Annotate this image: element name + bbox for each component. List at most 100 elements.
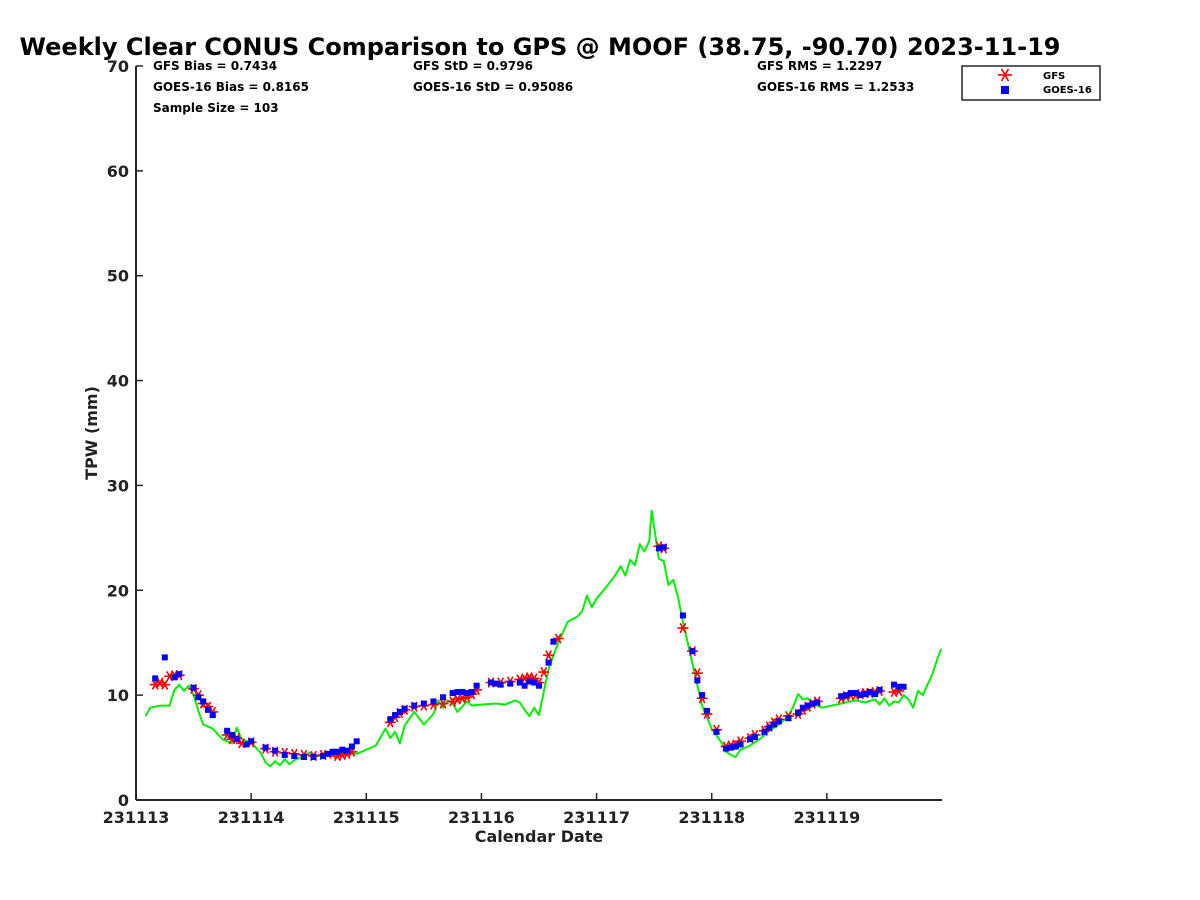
legend-gfs-label: GFS <box>1043 71 1065 82</box>
goes-point <box>492 680 499 687</box>
goes-point <box>204 706 211 713</box>
plot-area <box>144 509 943 768</box>
x-tick-label: 231113 <box>103 808 170 827</box>
goes-point <box>531 679 538 686</box>
goes-point <box>521 682 528 689</box>
goes-point <box>488 679 495 686</box>
goes-point <box>464 690 471 697</box>
goes-point <box>310 754 317 761</box>
goes-point <box>459 688 466 695</box>
gfs-std-stat: GFS StD = 0.9796 <box>413 59 533 73</box>
goes-point <box>281 751 288 758</box>
axes: 0 10 20 30 40 50 60 70 231113 231114 231115 231116… <box>82 57 942 846</box>
gfs-point <box>691 667 703 679</box>
goes-point <box>871 691 878 698</box>
goes-point <box>392 712 399 719</box>
chart-title: Weekly Clear CONUS Comparison to GPS @ M… <box>20 33 1061 61</box>
x-axis-label: Calendar Date <box>475 827 604 846</box>
gps-line-layer <box>144 509 943 768</box>
legend-goes-label: GOES-16 <box>1043 85 1092 96</box>
goes-point <box>387 716 394 723</box>
goes-point <box>867 688 874 695</box>
goes-point <box>339 746 346 753</box>
goes-point <box>291 752 298 759</box>
gfs-bias-stat: GFS Bias = 0.7434 <box>153 59 277 73</box>
legend-box <box>961 65 1101 101</box>
goes-point <box>152 675 159 682</box>
goes-point <box>272 747 279 754</box>
y-tick-label: 60 <box>107 162 129 181</box>
goes-point <box>679 612 686 619</box>
goes-point <box>449 690 456 697</box>
goes-point <box>420 700 427 707</box>
goes-point <box>852 690 859 697</box>
goes-marker-layer <box>152 544 907 761</box>
goes-point <box>195 694 202 701</box>
goes-point <box>766 724 773 731</box>
legend-goes-marker <box>1001 86 1009 94</box>
goes-point <box>334 748 341 755</box>
goes-point <box>723 745 730 752</box>
legend-gfs-marker <box>998 68 1012 82</box>
goes-point <box>224 727 231 734</box>
legend: GFS GOES-16 <box>961 65 1101 101</box>
gfs-marker-layer <box>149 541 905 762</box>
goes-point <box>190 684 197 691</box>
x-ticks: 231113 231114 231115 231116 231117 231118 2311… <box>103 793 860 827</box>
goes-point <box>228 731 235 738</box>
goes-point <box>353 738 360 745</box>
y-tick-label: 70 <box>107 57 129 76</box>
goes-point <box>454 688 461 695</box>
goes-point <box>233 736 240 743</box>
goes-point <box>329 748 336 755</box>
goes-point <box>732 743 739 750</box>
goes-point <box>771 721 778 728</box>
goes-point <box>775 718 782 725</box>
gfs-point <box>437 698 449 709</box>
goes-point <box>895 683 902 690</box>
goes-point <box>473 682 480 689</box>
x-tick-label: 231114 <box>218 808 285 827</box>
goes-point <box>891 681 898 688</box>
goes-point <box>320 752 327 759</box>
y-tick-label: 20 <box>107 581 129 600</box>
goes-point <box>430 698 437 705</box>
x-tick-label: 231117 <box>563 808 630 827</box>
goes-point <box>699 692 706 699</box>
goes-point <box>497 681 504 688</box>
goes-point <box>847 690 854 697</box>
y-tick-label: 30 <box>107 476 129 495</box>
goes-point <box>727 744 734 751</box>
goes-point <box>344 747 351 754</box>
goes-point <box>545 659 552 666</box>
y-axis-label: TPW (mm) <box>82 386 101 480</box>
sample-size-stat: Sample Size = 103 <box>153 101 279 115</box>
goes-point <box>655 545 662 552</box>
goes-point <box>536 682 542 689</box>
x-tick-label: 231116 <box>448 808 515 827</box>
gps-series-line <box>144 509 943 768</box>
goes-point <box>468 688 475 695</box>
gfs-point <box>543 650 555 661</box>
goes-point <box>795 709 802 716</box>
goes-point <box>703 707 710 714</box>
x-tick-label: 231115 <box>333 808 400 827</box>
y-tick-label: 10 <box>107 686 129 705</box>
goes-point <box>814 699 821 706</box>
goes-point <box>689 648 696 655</box>
goes-point <box>262 744 269 751</box>
gfs-point <box>677 622 689 634</box>
x-tick-label: 231119 <box>793 808 860 827</box>
goes-point <box>171 674 178 681</box>
gfs-point <box>159 679 171 690</box>
goes-point <box>809 700 816 707</box>
goes-point <box>396 708 403 715</box>
goes-point <box>161 654 168 661</box>
goes-point <box>526 678 533 685</box>
goes-point <box>411 702 418 709</box>
goes-point <box>747 736 754 743</box>
goes-rms-stat: GOES-16 RMS = 1.2533 <box>757 80 914 94</box>
goes-point <box>761 728 768 735</box>
goes-point <box>713 728 720 735</box>
